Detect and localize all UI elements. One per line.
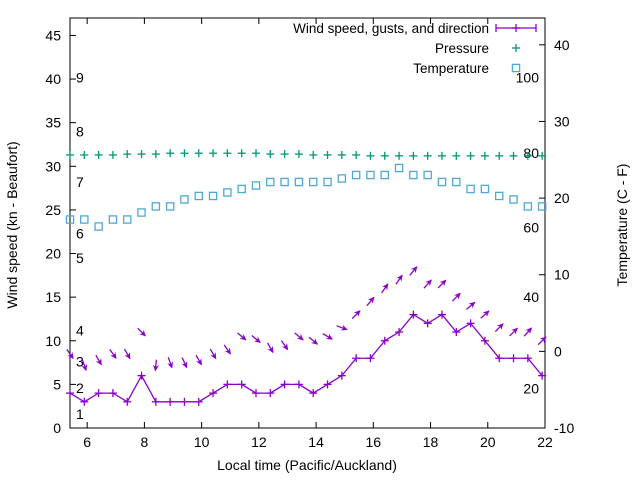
y-tick-label: 20	[45, 246, 61, 262]
beaufort-label: 3	[76, 354, 84, 370]
beaufort-label: 9	[76, 69, 84, 85]
series-wind-speed-gusts-and-direction	[66, 310, 547, 406]
x-tick-label: 20	[480, 434, 496, 450]
legend-symbol	[495, 24, 537, 32]
fahrenheit-label: 100	[516, 69, 540, 85]
y-axis-left-title: Wind speed (kn - Beaufort)	[4, 141, 20, 308]
x-axis-title: Local time (Pacific/Auckland)	[217, 457, 397, 473]
fahrenheit-label: 60	[523, 219, 539, 235]
legend-symbol	[512, 44, 520, 52]
y-axis-right-ticks: -10 0 10 20 30 40	[539, 37, 574, 436]
y-tick-label: 10	[45, 333, 61, 349]
x-axis-ticks: 6 8 10 12 14 16 18 20 22	[83, 18, 553, 450]
y-tick-label: 5	[53, 376, 61, 392]
x-tick-label: 12	[251, 434, 267, 450]
x-tick-label: 18	[423, 434, 439, 450]
y-tick-label: 15	[45, 289, 61, 305]
beaufort-label: 1	[76, 406, 84, 422]
y2-tick-label: 20	[554, 190, 570, 206]
y-tick-label: 0	[53, 420, 61, 436]
y-tick-label: 30	[45, 158, 61, 174]
legend-label: Temperature	[413, 61, 489, 76]
y-tick-label: 35	[45, 115, 61, 131]
plot-frame	[69, 17, 546, 429]
legend: Wind speed, gusts, and direction Pressure…	[293, 21, 537, 76]
series-pressure	[66, 149, 547, 160]
x-tick-label: 22	[537, 434, 553, 450]
y2-tick-label: 0	[554, 343, 562, 359]
beaufort-label: 7	[76, 174, 84, 190]
beaufort-label: 5	[76, 250, 84, 266]
y-axis-left-ticks: 0 5 10 15 20 25 30 35 40 45	[45, 27, 76, 436]
beaufort-label: 6	[76, 225, 84, 241]
beaufort-label: 8	[76, 123, 84, 139]
legend-symbol	[511, 63, 521, 73]
beaufort-label: 2	[76, 380, 84, 396]
x-tick-label: 16	[366, 434, 382, 450]
x-tick-label: 10	[194, 434, 210, 450]
wind-direction-arrows	[66, 266, 547, 372]
x-tick-label: 14	[308, 434, 324, 450]
legend-label: Wind speed, gusts, and direction	[293, 21, 489, 36]
series-temperature	[65, 163, 547, 231]
beaufort-label: 4	[76, 322, 84, 338]
y2-tick-label: 30	[554, 113, 570, 129]
fahrenheit-label: 80	[523, 145, 539, 161]
y-tick-label: 40	[45, 71, 61, 87]
y-tick-label: 25	[45, 202, 61, 218]
y-axis-right-title: Temperature (C - F)	[614, 164, 630, 287]
y2-tick-label: 10	[554, 267, 570, 283]
fahrenheit-scale-labels: 20 40 60 80 100	[516, 69, 540, 396]
x-tick-label: 6	[83, 434, 91, 450]
x-tick-label: 8	[140, 434, 148, 450]
fahrenheit-label: 20	[523, 381, 539, 397]
beaufort-scale-labels: 1 2 3 4 5 6 7 8 9	[76, 69, 84, 422]
y2-tick-label: 40	[554, 37, 570, 53]
data-series-group	[65, 149, 547, 406]
y2-tick-label: -10	[554, 420, 574, 436]
y-tick-label: 45	[45, 27, 61, 43]
legend-label: Pressure	[435, 41, 489, 56]
fahrenheit-label: 40	[523, 289, 539, 305]
